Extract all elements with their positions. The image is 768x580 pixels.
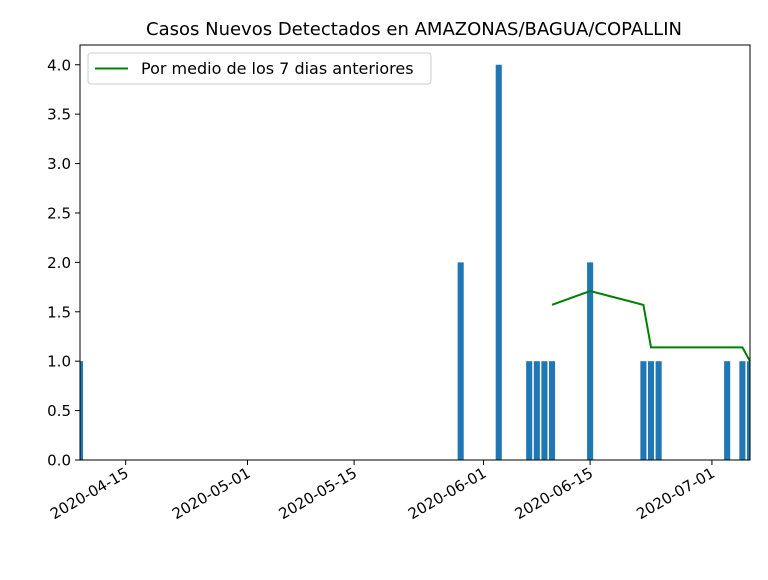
y-tick-label: 0.5 — [47, 402, 71, 420]
bar — [541, 361, 548, 460]
line-layer — [551, 289, 751, 362]
x-tick-label: 2020-05-01 — [169, 464, 254, 523]
bar — [739, 361, 746, 460]
legend-label: Por medio de los 7 dias anteriores — [141, 59, 414, 78]
bar — [80, 361, 84, 460]
y-tick-label: 3.5 — [47, 106, 71, 124]
bars-layer — [80, 64, 750, 460]
bar — [655, 361, 662, 460]
y-axis: 0.0 0.5 1.0 1.5 2.0 2.5 3.0 3.5 4.0 — [47, 56, 80, 470]
legend: Por medio de los 7 dias anteriores — [87, 52, 432, 85]
y-tick-label: 2.5 — [47, 204, 71, 222]
bar — [587, 262, 594, 460]
bar — [533, 361, 540, 460]
legend-box — [87, 52, 432, 85]
bar — [640, 361, 647, 460]
chart-title: Casos Nuevos Detectados en AMAZONAS/BAGU… — [146, 19, 682, 40]
y-tick-label: 2.0 — [47, 254, 71, 272]
bar — [457, 262, 464, 460]
y-tick-label: 4.0 — [47, 56, 71, 74]
y-tick-label: 1.5 — [47, 303, 71, 321]
x-tick-label: 2020-04-15 — [47, 464, 132, 523]
x-axis: 2020-04-15 2020-05-01 2020-05-15 2020-06-01… — [47, 460, 718, 523]
x-tick-label: 2020-05-15 — [276, 464, 361, 523]
y-tick-label: 1.0 — [47, 353, 71, 371]
x-tick-label: 2020-06-01 — [405, 464, 490, 523]
y-tick-label: 3.0 — [47, 155, 71, 173]
bar — [746, 361, 750, 460]
bar — [526, 361, 533, 460]
y-tick-label: 0.0 — [47, 452, 71, 470]
bar — [549, 361, 556, 460]
x-tick-label: 2020-06-15 — [512, 464, 597, 523]
plot-frame — [79, 44, 751, 461]
bar — [495, 64, 502, 460]
x-tick-label: 2020-07-01 — [633, 464, 718, 523]
line-series-moving-average — [551, 289, 751, 362]
bar — [647, 361, 655, 460]
bar — [724, 361, 731, 460]
